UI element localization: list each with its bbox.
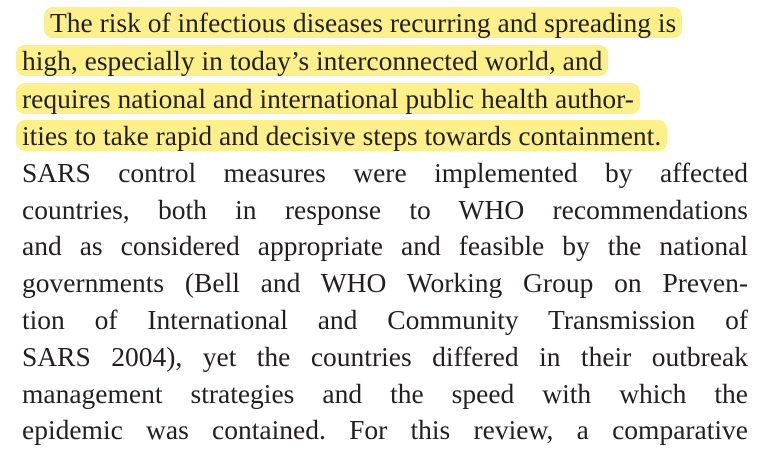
text-line: SARS control measures were implemented b… — [22, 157, 748, 188]
text-line: governments (Bell and WHO Working Group … — [22, 267, 748, 298]
text-line: SARS 2004), yet the countries differed i… — [22, 341, 748, 372]
text-line-highlighted: ities to take rapid and decisive steps t… — [16, 117, 748, 154]
text-line: epidemic was contained. For this review,… — [22, 414, 748, 445]
highlighted-text: The risk of infectious diseases recurrin… — [44, 7, 683, 38]
highlighted-text: requires national and international publ… — [16, 83, 640, 114]
text-line-highlighted: high, especially in today’s interconnect… — [16, 42, 748, 79]
text-line-highlighted: requires national and international publ… — [16, 80, 748, 117]
highlighted-text: ities to take rapid and decisive steps t… — [16, 120, 668, 151]
text-line: countries, both in response to WHO recom… — [22, 194, 748, 225]
text-line: tion of International and Community Tran… — [22, 304, 748, 335]
text-line: management strategies and the speed with… — [22, 378, 748, 409]
text-line-highlighted: The risk of infectious diseases recurrin… — [44, 4, 762, 41]
text-line: and as considered appropriate and feasib… — [22, 230, 748, 261]
highlighted-text: high, especially in today’s interconnect… — [16, 45, 609, 76]
